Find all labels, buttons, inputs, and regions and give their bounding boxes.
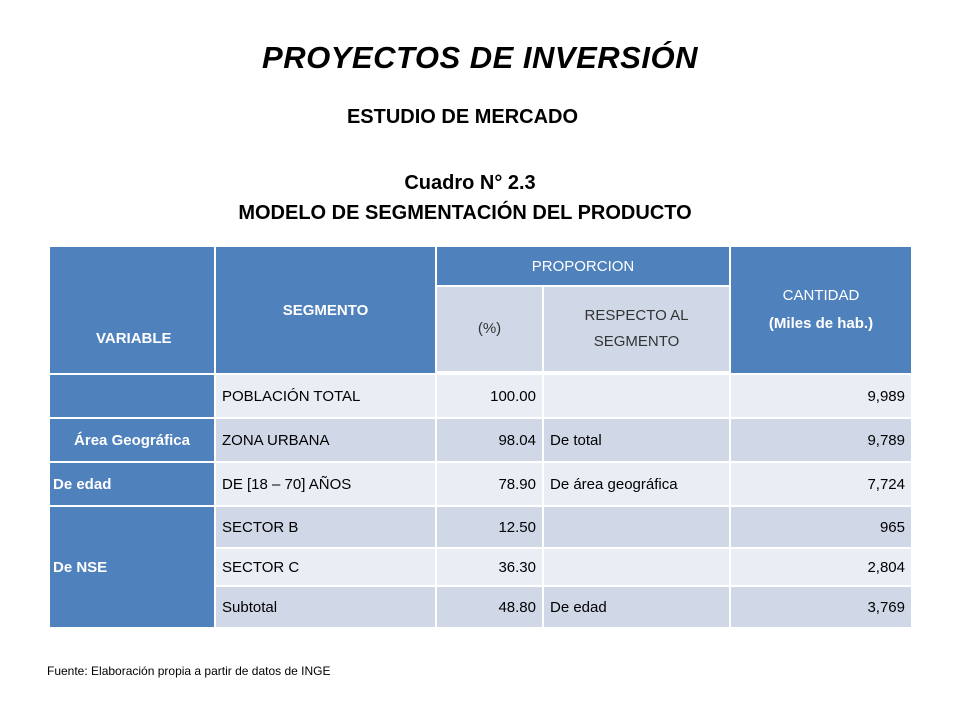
row-cantidad: 7,724 <box>729 461 913 507</box>
row-respecto <box>542 547 731 587</box>
row-cantidad: 965 <box>729 505 913 549</box>
row-cantidad: 9,789 <box>729 417 913 463</box>
table-row: POBLACIÓN TOTAL 100.00 9,989 <box>48 373 913 419</box>
row-segmento: Subtotal <box>214 585 437 629</box>
row-segmento: SECTOR B <box>214 505 437 549</box>
row-pct: 36.30 <box>435 547 544 587</box>
header-segmento: SEGMENTO <box>214 245 437 375</box>
row-pct: 98.04 <box>435 417 544 463</box>
header-proporcion: PROPORCION <box>435 245 731 287</box>
row-cantidad: 2,804 <box>729 547 913 587</box>
row-respecto <box>542 373 731 419</box>
row-segmento: SECTOR C <box>214 547 437 587</box>
header-respecto-line1: RESPECTO AL <box>584 307 689 324</box>
page-title: PROYECTOS DE INVERSIÓN <box>262 40 698 75</box>
header-cantidad-line1: CANTIDAD <box>782 287 860 304</box>
row-pct: 48.80 <box>435 585 544 629</box>
header-cantidad-line2: (Miles de hab.) <box>768 315 874 332</box>
row-variable: Área Geográfica <box>48 417 216 463</box>
row-respecto: De área geográfica <box>542 461 731 507</box>
row-segmento: DE [18 – 70] AÑOS <box>214 461 437 507</box>
row-respecto: De edad <box>542 585 731 629</box>
table-row: De edad DE [18 – 70] AÑOS 78.90 De área … <box>48 461 913 507</box>
table-row: Área Geográfica ZONA URBANA 98.04 De tot… <box>48 417 913 463</box>
source-note: Fuente: Elaboración propia a partir de d… <box>47 664 331 678</box>
page-subtitle: ESTUDIO DE MERCADO <box>346 106 579 128</box>
row-variable: De NSE <box>48 505 216 629</box>
header-respecto-line2: SEGMENTO <box>593 333 680 350</box>
row-variable-cell <box>48 374 216 419</box>
header-respecto: RESPECTO AL SEGMENTO <box>542 285 731 373</box>
row-pct: 100.00 <box>435 373 544 419</box>
table-row: De NSE SECTOR B 12.50 965 <box>48 505 913 629</box>
header-variable: VARIABLE <box>48 245 216 375</box>
row-cantidad: 9,989 <box>729 373 913 419</box>
table-row: SECTOR C 36.30 2,804 <box>49 547 913 587</box>
row-segmento: ZONA URBANA <box>214 417 437 463</box>
row-variable: De edad <box>48 461 216 507</box>
row-respecto <box>542 505 731 549</box>
row-pct: 12.50 <box>435 505 544 549</box>
row-cantidad: 3,769 <box>729 585 913 629</box>
row-pct: 78.90 <box>435 461 544 507</box>
header-cantidad: CANTIDAD (Miles de hab.) <box>729 245 913 375</box>
row-respecto: De total <box>542 417 731 463</box>
table-number: Cuadro N° 2.3 <box>404 172 536 194</box>
segmentation-table: VARIABLE SEGMENTO PROPORCION CANTIDAD (M… <box>48 245 913 629</box>
header-pct: (%) <box>435 285 544 373</box>
table-title: MODELO DE SEGMENTACIÓN DEL PRODUCTO <box>238 202 692 224</box>
row-segmento: POBLACIÓN TOTAL <box>214 373 437 419</box>
table-row: Subtotal 48.80 De edad 3,769 <box>49 585 913 629</box>
